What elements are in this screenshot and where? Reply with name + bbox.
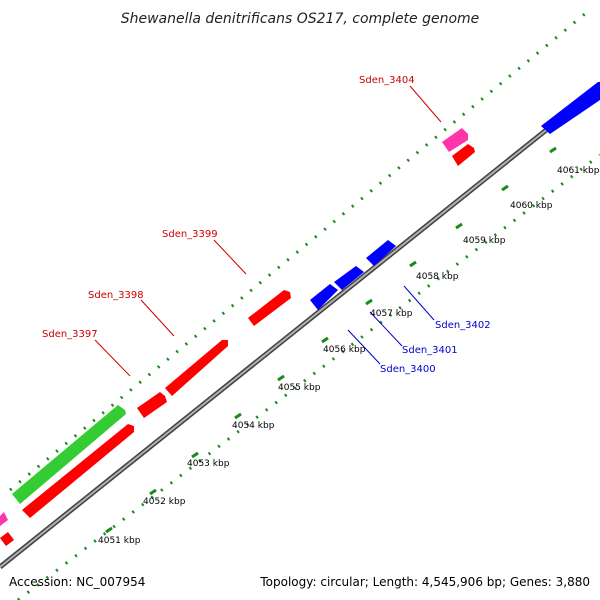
gene-arrow-rna (442, 128, 468, 152)
gene-arrow-reverse (366, 240, 396, 266)
label-leader-line (213, 239, 247, 275)
label-leader-line (409, 85, 442, 123)
label-leader-line (369, 311, 403, 347)
inner-dotted-track (17, 153, 600, 600)
scale-label: 4055 kbp (278, 383, 321, 393)
gene-arrow-reverse (310, 284, 338, 310)
gene-arrow-forward (165, 340, 228, 396)
scale-label: 4060 kbp (510, 201, 553, 211)
gene-label-sden-3399: Sden_3399 (162, 229, 218, 240)
scale-tick (409, 260, 417, 268)
scale-label: 4057 kbp (370, 309, 413, 319)
gene-arrow-other (12, 405, 126, 504)
gene-arrow-forward (137, 392, 167, 418)
scale-label: 4061 kbp (557, 166, 600, 176)
outer-dotted-track (9, 6, 593, 492)
scale-tick (321, 336, 329, 344)
label-leader-line (140, 299, 175, 337)
scale-tick (234, 412, 242, 420)
scale-label: 4056 kbp (323, 345, 366, 355)
gene-label-sden-3398: Sden_3398 (88, 290, 144, 301)
label-leader-line (347, 329, 381, 365)
gene-label-sden-3402: Sden_3402 (435, 320, 491, 331)
accession-label: Accession: NC_007954 (9, 575, 145, 589)
scale-tick (277, 374, 285, 382)
gene-label-sden-3401: Sden_3401 (402, 345, 458, 356)
gene-label-sden-3404: Sden_3404 (359, 75, 415, 86)
gene-arrow-reverse (541, 82, 600, 134)
gene-arrow-forward (0, 532, 14, 546)
topology-label: Topology: circular; Length: 4,545,906 bp… (259, 575, 590, 589)
map-title: Shewanella denitrificans OS217, complete… (121, 11, 480, 27)
gene-arrow-forward (248, 290, 291, 326)
scale-tick (501, 184, 509, 192)
scale-tick (455, 222, 463, 230)
scale-label: 4052 kbp (143, 497, 186, 507)
scale-tick (191, 451, 199, 459)
gene-arrow-rna (0, 512, 8, 526)
scale-tick (365, 298, 373, 306)
gene-arrow-forward (452, 144, 475, 166)
label-leader-line (94, 339, 131, 377)
gene-label-sden-3400: Sden_3400 (380, 364, 436, 375)
scale-tick (105, 526, 113, 534)
scale-label: 4054 kbp (232, 421, 275, 431)
scale-tick (149, 488, 157, 496)
scale-label: 4051 kbp (98, 536, 141, 546)
scale-label: 4059 kbp (463, 236, 506, 246)
gene-arrow-reverse (334, 266, 364, 290)
gene-label-sden-3397: Sden_3397 (42, 329, 98, 340)
scale-label: 4053 kbp (187, 459, 230, 469)
genome-backbone (0, 86, 600, 568)
label-leader-line (403, 285, 435, 321)
gene-arrow-forward (22, 424, 134, 518)
scale-label: 4058 kbp (416, 272, 459, 282)
scale-tick (549, 146, 557, 154)
